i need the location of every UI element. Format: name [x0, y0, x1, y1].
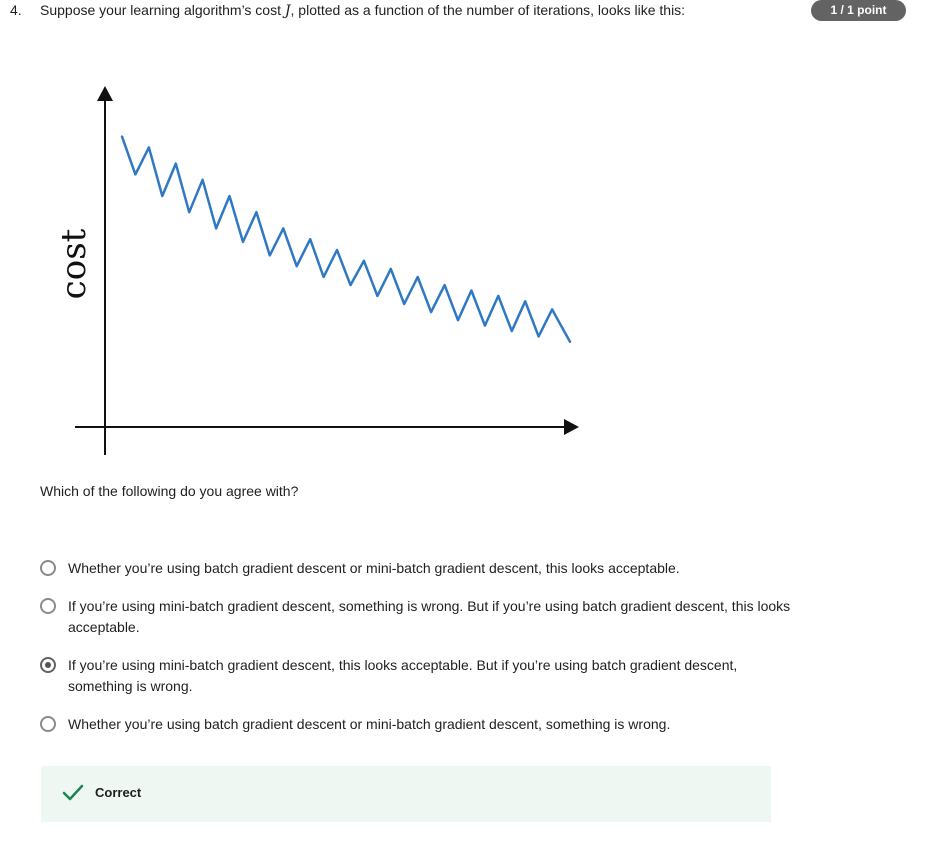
option-4-radio[interactable]	[40, 716, 56, 732]
question-text-after: , plotted as a function of the number of…	[290, 2, 686, 18]
y-axis-label: cost	[54, 228, 94, 299]
option-2-label[interactable]: If you’re using mini-batch gradient desc…	[68, 598, 791, 635]
option-1-radio[interactable]	[40, 560, 56, 576]
question-text: Suppose your learning algorithm’s cost J…	[40, 1, 685, 20]
cost-curve-series-1	[120, 135, 572, 344]
question-number: 4.	[10, 2, 22, 18]
question-prompt: Which of the following do you agree with…	[40, 483, 299, 499]
option-4-label[interactable]: Whether you’re using batch gradient desc…	[68, 716, 671, 732]
option-1-label[interactable]: Whether you’re using batch gradient desc…	[68, 560, 680, 576]
question-text-before: Suppose your learning algorithm’s cost	[40, 2, 285, 18]
cost-symbol: J	[284, 3, 291, 19]
cost-plot: cost	[54, 86, 579, 455]
option-4[interactable]: Whether you’re using batch gradient desc…	[40, 714, 798, 735]
option-3-radio[interactable]	[40, 657, 56, 673]
feedback-banner: Correct	[41, 766, 771, 822]
option-1[interactable]: Whether you’re using batch gradient desc…	[40, 558, 798, 579]
x-axis-arrow	[564, 419, 579, 435]
option-2-radio[interactable]	[40, 598, 56, 614]
feedback-text: Correct	[95, 785, 142, 800]
points-badge: 1 / 1 point	[811, 0, 906, 21]
y-axis-arrow	[97, 86, 113, 101]
option-2[interactable]: If you’re using mini-batch gradient desc…	[40, 596, 798, 638]
option-3-label[interactable]: If you’re using mini-batch gradient desc…	[68, 657, 738, 694]
checkmark-icon	[62, 784, 84, 801]
option-3[interactable]: If you’re using mini-batch gradient desc…	[40, 655, 798, 697]
